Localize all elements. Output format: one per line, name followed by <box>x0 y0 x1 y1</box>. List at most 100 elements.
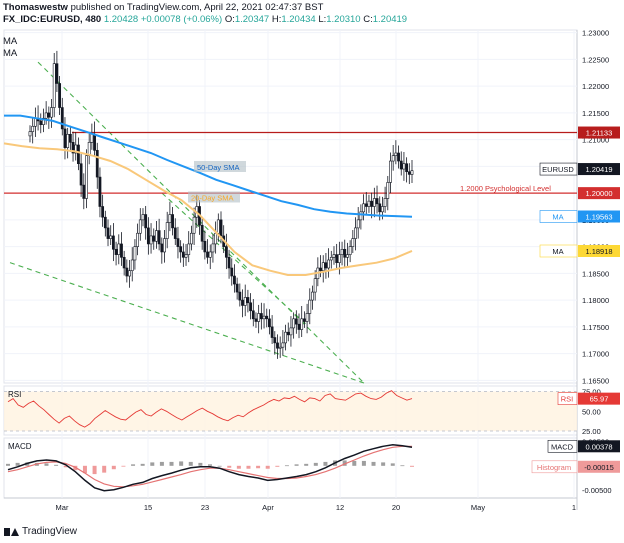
candle-up <box>362 203 365 213</box>
candle-up <box>284 331 287 344</box>
candle-down <box>203 240 207 253</box>
price-axis[interactable]: 1.230001.225001.220001.215001.210001.205… <box>582 29 612 496</box>
candle-down <box>58 83 61 108</box>
candle-up <box>130 259 134 271</box>
tag-value: 1.20000 <box>585 189 612 198</box>
rsi-line <box>7 390 413 428</box>
macd-pane[interactable] <box>3 437 578 499</box>
brand-name: TradingView <box>22 526 78 537</box>
rsi-title: RSI <box>8 390 21 399</box>
histogram-bar <box>304 463 309 466</box>
candle-up <box>187 243 191 255</box>
tag-name-bg <box>539 210 578 223</box>
candle-up <box>168 214 172 223</box>
candle-up <box>300 318 304 330</box>
price-tick-label: 1.18000 <box>582 296 609 305</box>
close-label: C: <box>363 14 373 25</box>
candle-down <box>122 257 126 269</box>
candle-up <box>278 346 282 349</box>
time-tick-label: Apr <box>262 503 274 512</box>
candle-down <box>335 254 339 263</box>
candle-down <box>276 342 279 349</box>
sma50-label-bg <box>194 160 246 172</box>
candle-up <box>243 297 247 306</box>
histogram-bar <box>410 465 414 467</box>
price-tick-label: 1.18500 <box>582 269 609 278</box>
macd-tag-bg <box>578 440 620 453</box>
histogram-bar <box>102 465 107 473</box>
candle-up <box>52 63 56 108</box>
candle-down <box>171 214 174 229</box>
candle-up <box>346 254 349 258</box>
candle-up <box>381 206 384 213</box>
candle-down <box>246 297 250 304</box>
candle-up <box>66 133 70 148</box>
price-tick-label: 1.21500 <box>582 109 609 118</box>
histogram-bar <box>82 465 87 474</box>
macd-tick-label: -0.00500 <box>582 486 612 495</box>
tag-name-bg <box>539 244 578 258</box>
macd-value: 0.00378 <box>585 442 612 451</box>
candle-up <box>163 238 166 253</box>
candle-down <box>273 337 277 344</box>
candle-down <box>343 248 347 258</box>
candle-up <box>329 257 333 261</box>
candle-up <box>383 198 387 207</box>
tradingview-icon <box>4 527 19 537</box>
tradingview-logo[interactable]: TradingView <box>4 526 77 537</box>
candle-down <box>120 243 123 258</box>
candle-up <box>33 117 37 127</box>
open-value: 1.20347 <box>234 14 270 25</box>
price-tick-label: 1.22000 <box>582 82 609 91</box>
psychological-level-label: 1.2000 Psychological Level <box>460 184 551 193</box>
candle-up <box>138 219 142 234</box>
ma-legend-2[interactable]: MA <box>3 48 18 59</box>
ma-legend-1[interactable]: MA <box>3 36 18 47</box>
candle-up <box>85 155 88 199</box>
candle-up <box>321 262 325 271</box>
time-axis[interactable]: Mar 15 23 Apr 12 20 May 1 <box>56 503 577 512</box>
candle-down <box>302 318 306 322</box>
macd-tag-label: MACD <box>551 442 574 451</box>
eurusd-tag-label: EURUSD <box>542 165 574 174</box>
chart-header: Thomaswestw published on TradingView.com… <box>3 2 603 60</box>
candle-down <box>71 142 75 154</box>
tag-value: 1.20419 <box>585 165 612 174</box>
candle-down <box>224 246 228 258</box>
rsi-value: 65.97 <box>590 395 609 404</box>
sma-20-line <box>3 142 413 276</box>
author[interactable]: Thomaswestw <box>3 2 68 13</box>
histogram-bar <box>313 462 318 466</box>
candle-up <box>351 238 355 247</box>
candle-down <box>235 283 239 293</box>
histogram-bar <box>236 465 241 469</box>
candle-up <box>327 259 331 269</box>
candle-down <box>270 326 274 338</box>
candle-up <box>359 211 363 221</box>
candle-down <box>114 248 118 255</box>
candle-down <box>405 163 409 173</box>
tag-value-bg <box>578 163 620 176</box>
macd-indicator: MACD <box>6 442 414 492</box>
candle-down <box>219 219 223 237</box>
candle-down <box>259 313 263 320</box>
symbol[interactable]: FX_IDC:EURUSD, 480 <box>3 14 102 25</box>
candle-up <box>216 219 220 234</box>
candle-up <box>372 198 376 207</box>
histogram-bar <box>323 461 328 466</box>
histogram-bar <box>169 461 174 466</box>
sma50-label: 50-Day SMA <box>197 163 240 172</box>
rsi-tag-label: RSI <box>561 395 574 404</box>
candle-up <box>214 232 218 245</box>
moving-averages <box>3 114 413 276</box>
candle-up <box>389 160 392 183</box>
candle-up <box>136 232 140 247</box>
ma50-tag-label: MA <box>552 213 563 222</box>
histogram-bar <box>246 465 251 469</box>
histogram-bar <box>150 462 155 466</box>
histogram-bar <box>63 465 68 468</box>
candle-down <box>47 112 51 118</box>
histogram-bar <box>342 460 347 466</box>
price-tick-label: 1.23000 <box>582 29 609 38</box>
